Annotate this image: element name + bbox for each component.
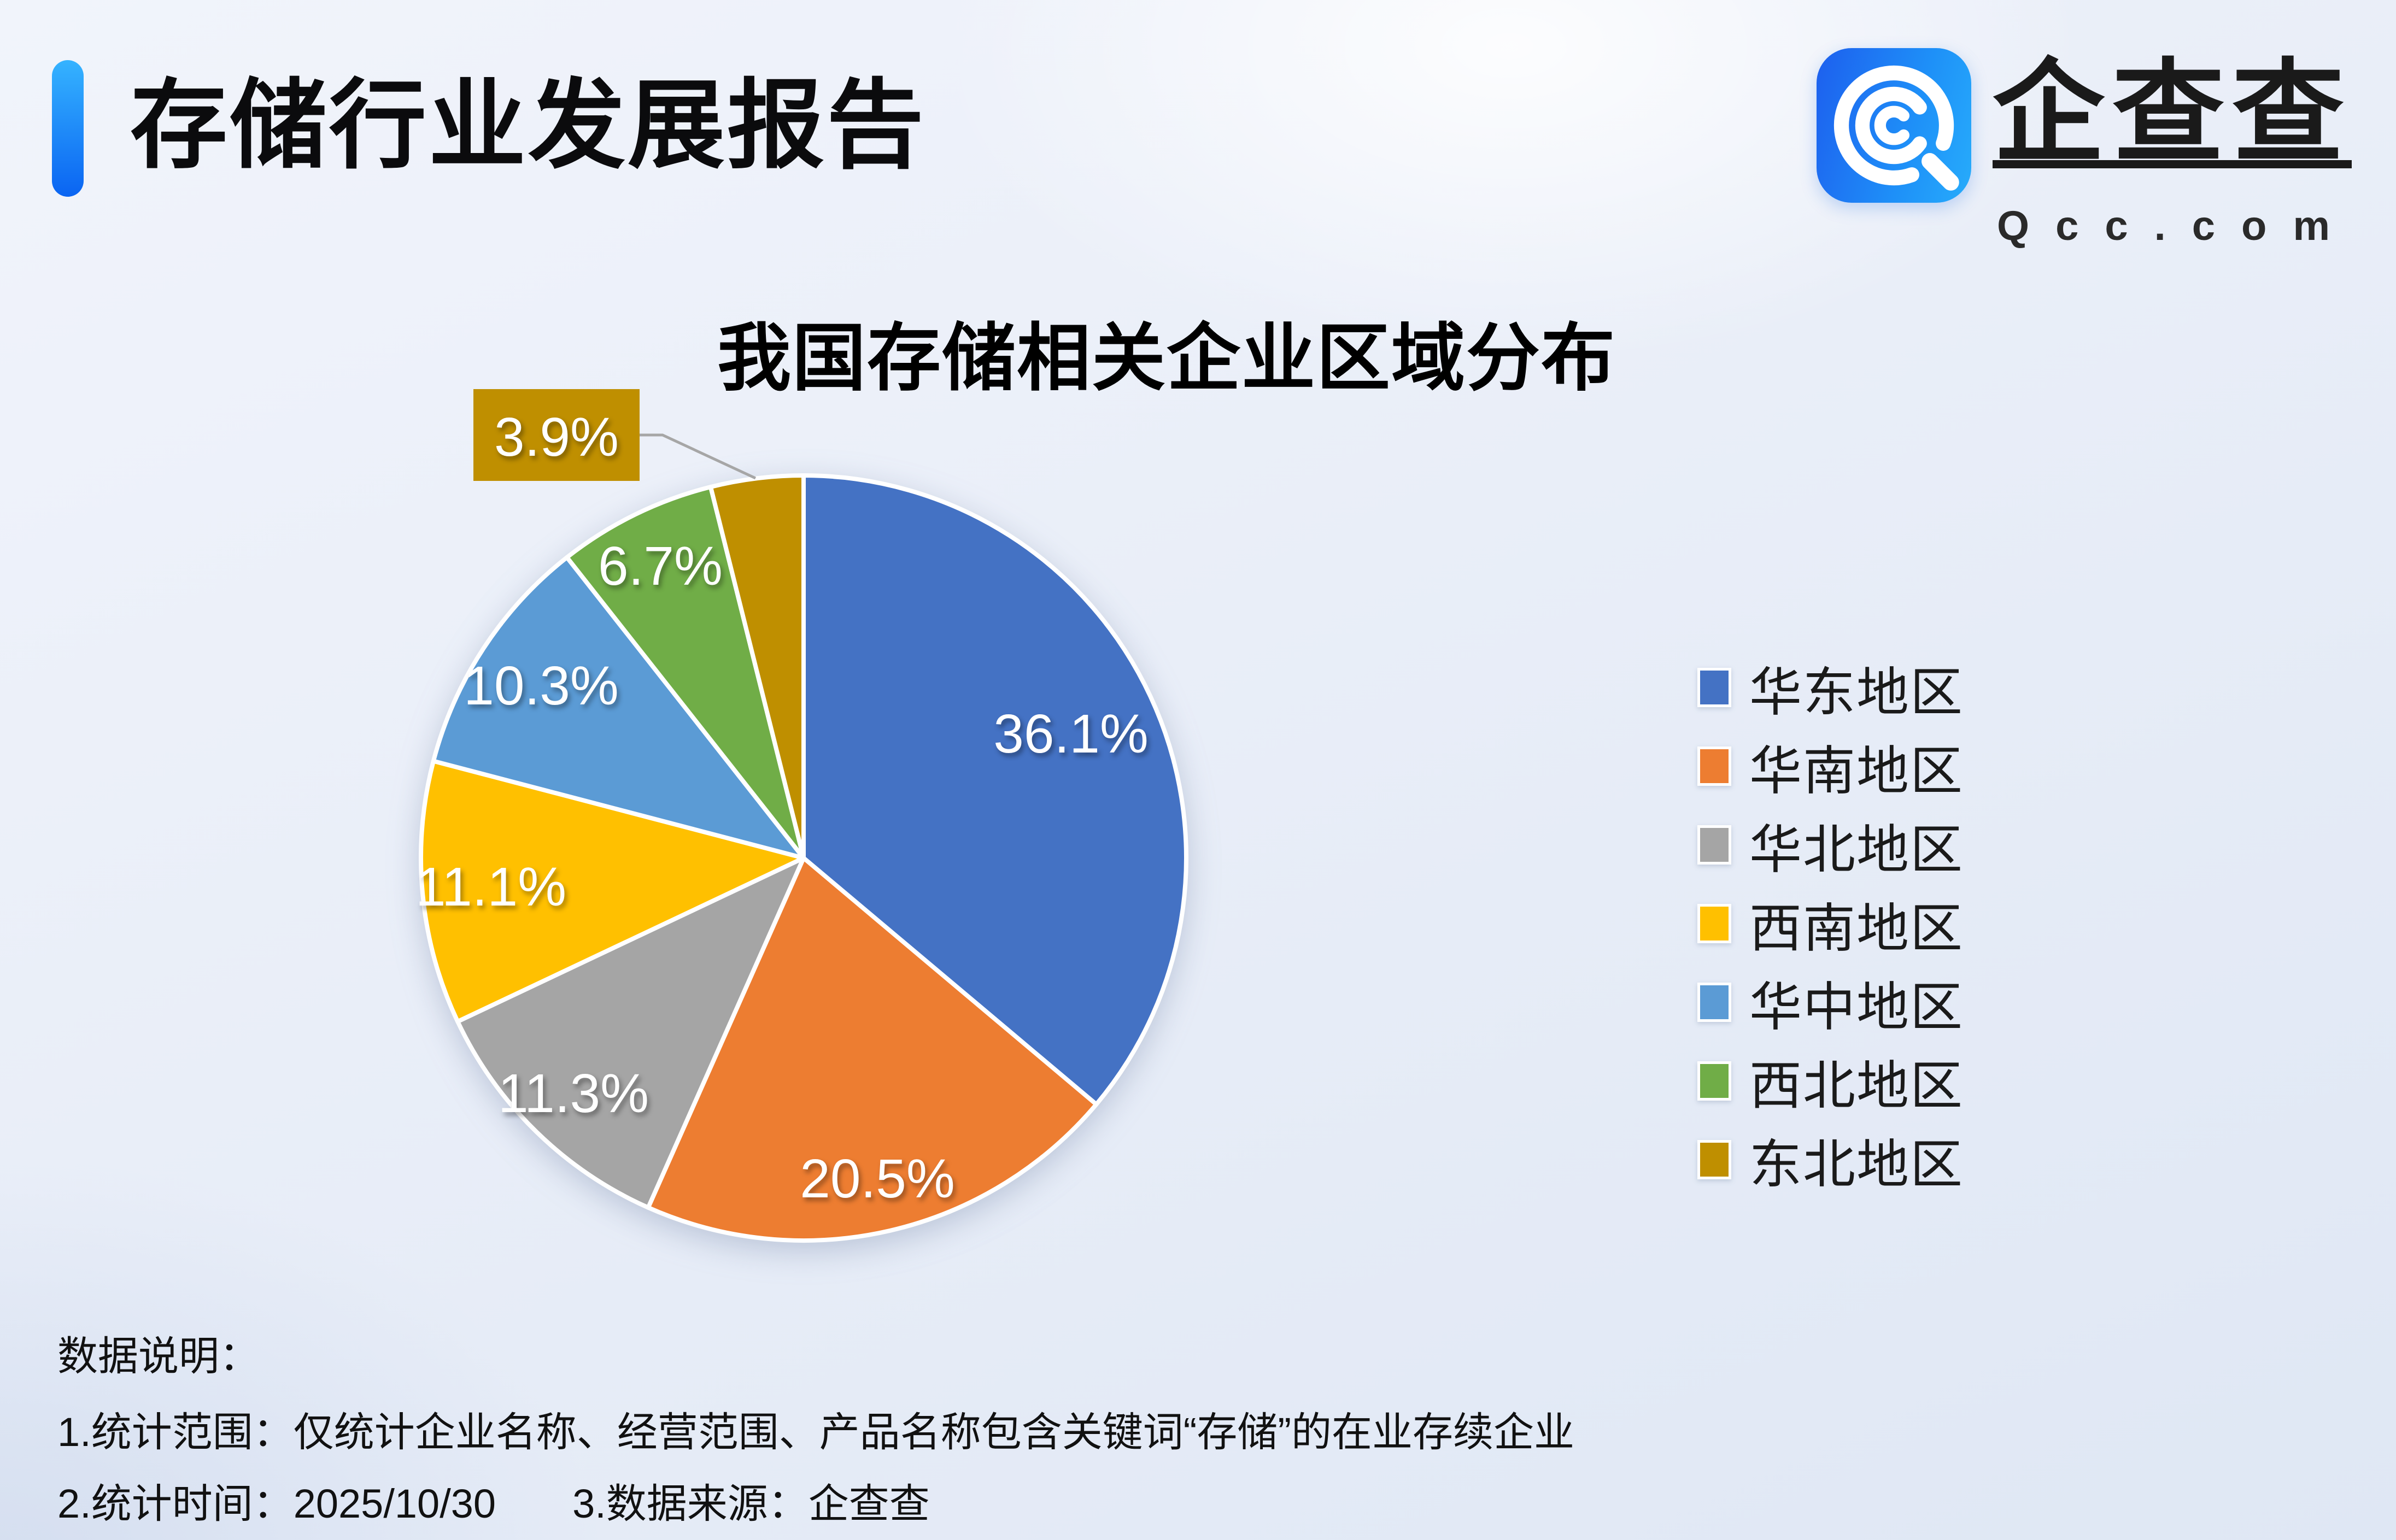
- brand-logo: 企查查 Qcc.com: [1817, 48, 2352, 249]
- legend-item: 东北地区: [1697, 1120, 1964, 1199]
- legend-swatch: [1697, 1061, 1731, 1101]
- callout-leader-line: [640, 433, 757, 480]
- page-title: 存储行业发展报告: [130, 71, 926, 180]
- legend-swatch: [1697, 904, 1731, 943]
- pie-label: 11.1%: [415, 856, 566, 918]
- pie-slice-东北地区: [708, 473, 806, 860]
- legend-label: 华东地区: [1749, 663, 1964, 722]
- pie-label: 36.1%: [993, 703, 1149, 765]
- header-accent-bar: [52, 60, 84, 197]
- legend-swatch: [1697, 983, 1731, 1022]
- pie-chart-svg: 36.1% 20.5% 11.3% 11.1% 10.3% 6.7% 3.9%: [415, 389, 1188, 1243]
- note-line-2: 2.统计时间：2025/10/30 3.数据来源：企查查: [57, 1484, 930, 1524]
- brand-name: 企查查: [1993, 50, 2352, 175]
- pie-slice-华中地区: [431, 555, 806, 860]
- legend-item: 华南地区: [1697, 727, 1964, 806]
- qcc-app-icon: [1817, 48, 1971, 203]
- pie-slice-西南地区: [419, 759, 806, 1024]
- legend-item: 西南地区: [1697, 884, 1964, 963]
- pie-chart: 36.1% 20.5% 11.3% 11.1% 10.3% 6.7% 3.9%: [328, 328, 1339, 1339]
- pie-label: 20.5%: [800, 1148, 955, 1209]
- legend-item: 华北地区: [1697, 806, 1964, 884]
- callout-box: [473, 389, 640, 481]
- note-stat-date: 2.统计时间：2025/10/30: [57, 1481, 496, 1526]
- note-line-1: 1.统计范围：仅统计企业名称、经营范围、产品名称包含关键词“存储”的在业存续企业: [57, 1409, 1574, 1455]
- pie-label: 6.7%: [598, 536, 723, 597]
- chart-title: 我国存储相关企业区域分布: [717, 317, 1616, 399]
- legend-label: 西北地区: [1749, 1056, 1964, 1115]
- pie-label: 10.3%: [464, 655, 619, 716]
- pie-slice-西北地区: [565, 485, 806, 860]
- qcc-spiral-magnifier-icon: [1833, 65, 1959, 191]
- pie-label: 11.3%: [498, 1063, 649, 1124]
- legend-swatch: [1697, 1140, 1731, 1179]
- legend-label: 西南地区: [1749, 899, 1964, 958]
- legend-label: 华南地区: [1749, 742, 1964, 801]
- brand-domain: Qcc.com: [1997, 203, 2357, 249]
- legend-label: 东北地区: [1749, 1135, 1964, 1194]
- callout-label: 3.9%: [494, 407, 619, 468]
- legend-label: 华北地区: [1749, 820, 1964, 879]
- legend-item: 西北地区: [1697, 1042, 1964, 1120]
- legend-item: 华中地区: [1697, 963, 1964, 1042]
- legend-swatch: [1697, 747, 1731, 786]
- legend-item: 华东地区: [1697, 648, 1964, 727]
- note-heading: 数据说明：: [57, 1333, 260, 1379]
- pie-slice-华东地区: [801, 473, 1188, 1107]
- legend-swatch: [1697, 668, 1731, 707]
- legend-swatch: [1697, 825, 1731, 865]
- legend-label: 华中地区: [1749, 978, 1964, 1037]
- note-data-source: 3.数据来源：企查查: [572, 1481, 930, 1526]
- pie-slice-华南地区: [646, 856, 1099, 1243]
- legend: 华东地区华南地区华北地区西南地区华中地区西北地区东北地区: [1697, 648, 1964, 1199]
- pie-slice-华北地区: [455, 856, 806, 1210]
